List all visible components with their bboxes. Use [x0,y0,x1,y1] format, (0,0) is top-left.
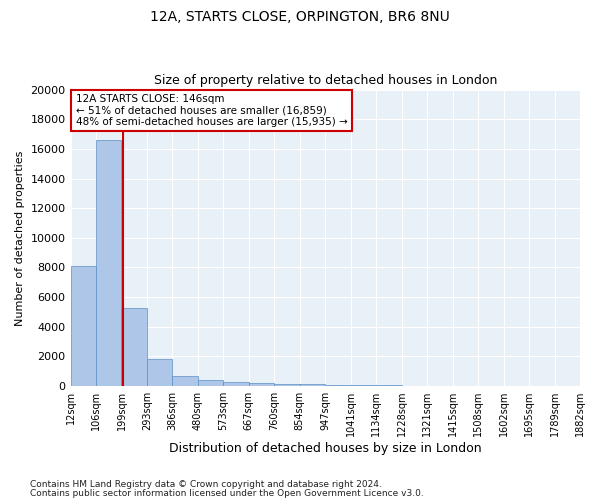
Bar [351,385,376,386]
Bar [198,380,223,386]
Bar [249,383,274,386]
Bar [71,266,96,386]
Bar [147,358,172,386]
Text: 12A, STARTS CLOSE, ORPINGTON, BR6 8NU: 12A, STARTS CLOSE, ORPINGTON, BR6 8NU [150,10,450,24]
X-axis label: Distribution of detached houses by size in London: Distribution of detached houses by size … [169,442,482,455]
Bar [96,140,121,386]
Text: Contains public sector information licensed under the Open Government Licence v3: Contains public sector information licen… [30,488,424,498]
Bar [172,376,198,386]
Text: Contains HM Land Registry data © Crown copyright and database right 2024.: Contains HM Land Registry data © Crown c… [30,480,382,489]
Bar [121,308,147,386]
Bar [223,382,249,386]
Title: Size of property relative to detached houses in London: Size of property relative to detached ho… [154,74,497,87]
Bar [325,385,351,386]
Text: 12A STARTS CLOSE: 146sqm
← 51% of detached houses are smaller (16,859)
48% of se: 12A STARTS CLOSE: 146sqm ← 51% of detach… [76,94,347,127]
Bar [300,384,325,386]
Bar [274,384,300,386]
Y-axis label: Number of detached properties: Number of detached properties [15,150,25,326]
